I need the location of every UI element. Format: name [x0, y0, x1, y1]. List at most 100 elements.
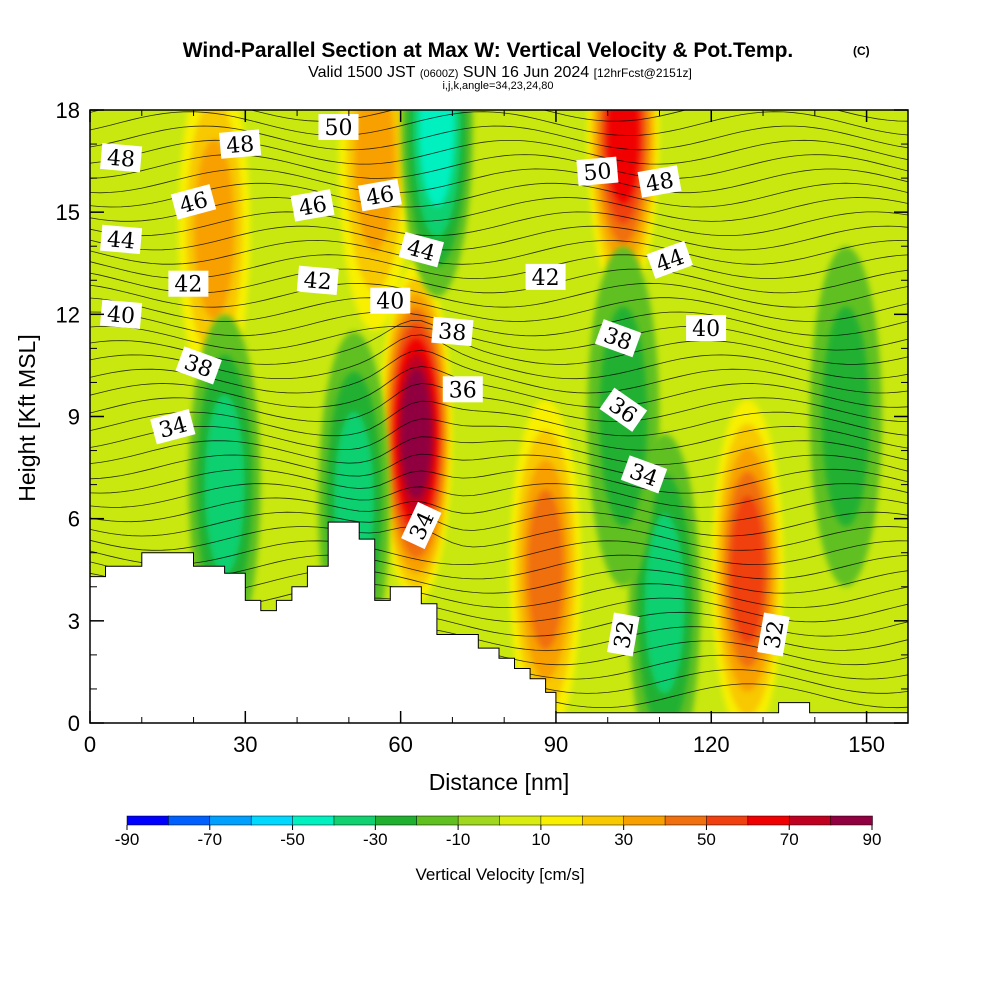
colorbar: -90 -70 -50 -30 -10 10 30 50 70 90 — [115, 815, 882, 849]
isentrope-label-text-15: 40 — [376, 290, 404, 315]
y-axis-label: Height [Kft MSL] — [14, 334, 40, 501]
isentrope-label-11: 42 — [168, 270, 209, 298]
updraft-cell-3-level-3 — [527, 489, 564, 650]
colorbar-tick-label-9: 90 — [863, 830, 882, 849]
isentrope-label-26: 32 — [757, 612, 790, 657]
plot-area — [90, 110, 908, 723]
isentrope-label-text-8: 44 — [106, 227, 136, 254]
isentrope-line-19 — [90, 400, 908, 437]
velocity-field — [178, 110, 882, 723]
terrain — [90, 521, 908, 723]
isentrope-label-text-0: 48 — [106, 146, 136, 173]
colorbar-swatch-3 — [250, 815, 294, 826]
isentrope-label-bg-21 — [599, 387, 648, 432]
y-tick-label-6: 18 — [56, 98, 80, 123]
isentrope-label-12: 42 — [296, 265, 339, 295]
isentrope-line-33 — [90, 211, 908, 237]
valid-time-line: Valid 1500 JST (0600Z) SUN 16 Jun 2024 [… — [308, 64, 692, 81]
isentrope-line-17 — [90, 436, 908, 465]
isentrope-label-bg-0 — [100, 143, 143, 173]
colorbar-tick-label-0: -90 — [115, 830, 140, 849]
colorbar-swatch-10 — [540, 815, 584, 826]
isentrope-label-10: 44 — [646, 240, 694, 279]
isentrope-line-34 — [90, 197, 908, 222]
copyright-mark: (C) — [853, 44, 870, 58]
isentrope-label-text-12: 42 — [303, 268, 333, 295]
isentrope-label-2: 50 — [318, 114, 359, 141]
isentrope-label-bg-17 — [431, 316, 474, 347]
isentrope-label-6: 46 — [290, 189, 335, 222]
isentrope-label-bg-7 — [357, 178, 402, 212]
isentrope-label-bg-24 — [620, 455, 668, 494]
isentrope-label-text-17: 38 — [437, 319, 467, 346]
isentrope-line-14 — [90, 483, 908, 508]
isentrope-line-18 — [90, 418, 908, 451]
isentrope-label-20: 36 — [442, 376, 483, 403]
isentrope-label-bg-22 — [150, 408, 196, 445]
valid-utc: (0600Z) — [420, 68, 459, 80]
isentrope-label-bg-18 — [594, 319, 642, 358]
isentrope-line-27 — [90, 297, 908, 322]
colorbar-swatch-5 — [333, 815, 377, 826]
colorbar-tick-label-3: -30 — [363, 830, 388, 849]
isentrope-label-0: 48 — [100, 143, 143, 173]
isentrope-label-bg-20 — [442, 376, 483, 403]
isentrope-line-15 — [90, 468, 908, 494]
downdraft-cell-0-level-3 — [418, 110, 455, 208]
x-tick-label-2: 60 — [388, 732, 412, 757]
downdraft-cell-3-level-2 — [644, 513, 685, 694]
isentrope-label-bg-23 — [401, 501, 442, 550]
chart-title: Wind-Parallel Section at Max W: Vertical… — [183, 39, 794, 62]
isentrope-label-bg-25 — [607, 612, 640, 657]
isentrope-label-text-20: 36 — [449, 378, 477, 403]
valid-prefix: Valid 1500 JST — [308, 64, 416, 81]
colorbar-tick-label-8: 70 — [780, 830, 799, 849]
updraft-cell-5-level-2 — [354, 110, 395, 252]
isentrope-label-text-11: 42 — [174, 273, 202, 298]
forecast-info: [12hrFcst@2151z] — [594, 66, 692, 80]
isentrope-line-21 — [90, 366, 908, 408]
colorbar-swatch-12 — [623, 815, 666, 826]
isentrope-label-bg-14 — [100, 299, 143, 329]
x-tick-label-1: 30 — [233, 732, 257, 757]
isentrope-label-1: 48 — [219, 129, 262, 159]
isentrope-label-15: 40 — [370, 287, 411, 315]
colorbar-tick-label-1: -70 — [197, 830, 222, 849]
x-tick-label-5: 150 — [848, 732, 885, 757]
isentrope-label-17: 38 — [431, 316, 474, 347]
isentrope-label-text-6: 46 — [297, 192, 329, 221]
isentrope-label-text-3: 50 — [582, 159, 612, 186]
isentrope-label-bg-16 — [686, 315, 727, 341]
colorbar-swatch-14 — [706, 815, 749, 826]
isentrope-label-18: 38 — [594, 319, 642, 358]
colorbar-swatch-13 — [664, 815, 708, 826]
isentrope-line-11 — [90, 526, 908, 551]
isentrope-label-25: 32 — [607, 612, 640, 657]
isentrope-label-text-14: 40 — [106, 302, 136, 329]
y-tick-label-3: 9 — [68, 405, 80, 430]
isentrope-label-19: 38 — [175, 346, 222, 385]
isentrope-line-36 — [90, 168, 908, 194]
colorbar-swatch-9 — [499, 815, 542, 826]
isentrope-label-bg-13 — [525, 263, 566, 290]
colorbar-swatch-8 — [457, 815, 501, 826]
colorbar-swatch-16 — [788, 815, 832, 826]
isentrope-label-bg-12 — [296, 265, 339, 295]
colorbar-label: Vertical Velocity [cm/s] — [415, 865, 584, 884]
isentrope-label-text-13: 42 — [532, 266, 560, 291]
colorbar-swatch-0 — [126, 815, 170, 826]
isentrope-line-32 — [90, 225, 908, 251]
isentrope-label-text-7: 46 — [364, 182, 396, 211]
isentrope-label-bg-4 — [637, 165, 682, 198]
isentrope-label-13: 42 — [525, 263, 566, 291]
y-tick-label-2: 6 — [68, 507, 80, 532]
colorbar-tick-label-4: -10 — [446, 830, 471, 849]
x-tick-label-0: 0 — [84, 732, 96, 757]
isentrope-label-bg-9 — [398, 231, 444, 268]
x-axis-label: Distance [nm] — [429, 769, 570, 795]
isentrope-line-31 — [90, 239, 908, 265]
valid-date: SUN 16 Jun 2024 — [463, 64, 589, 81]
y-tick-label-0: 0 — [68, 711, 80, 736]
